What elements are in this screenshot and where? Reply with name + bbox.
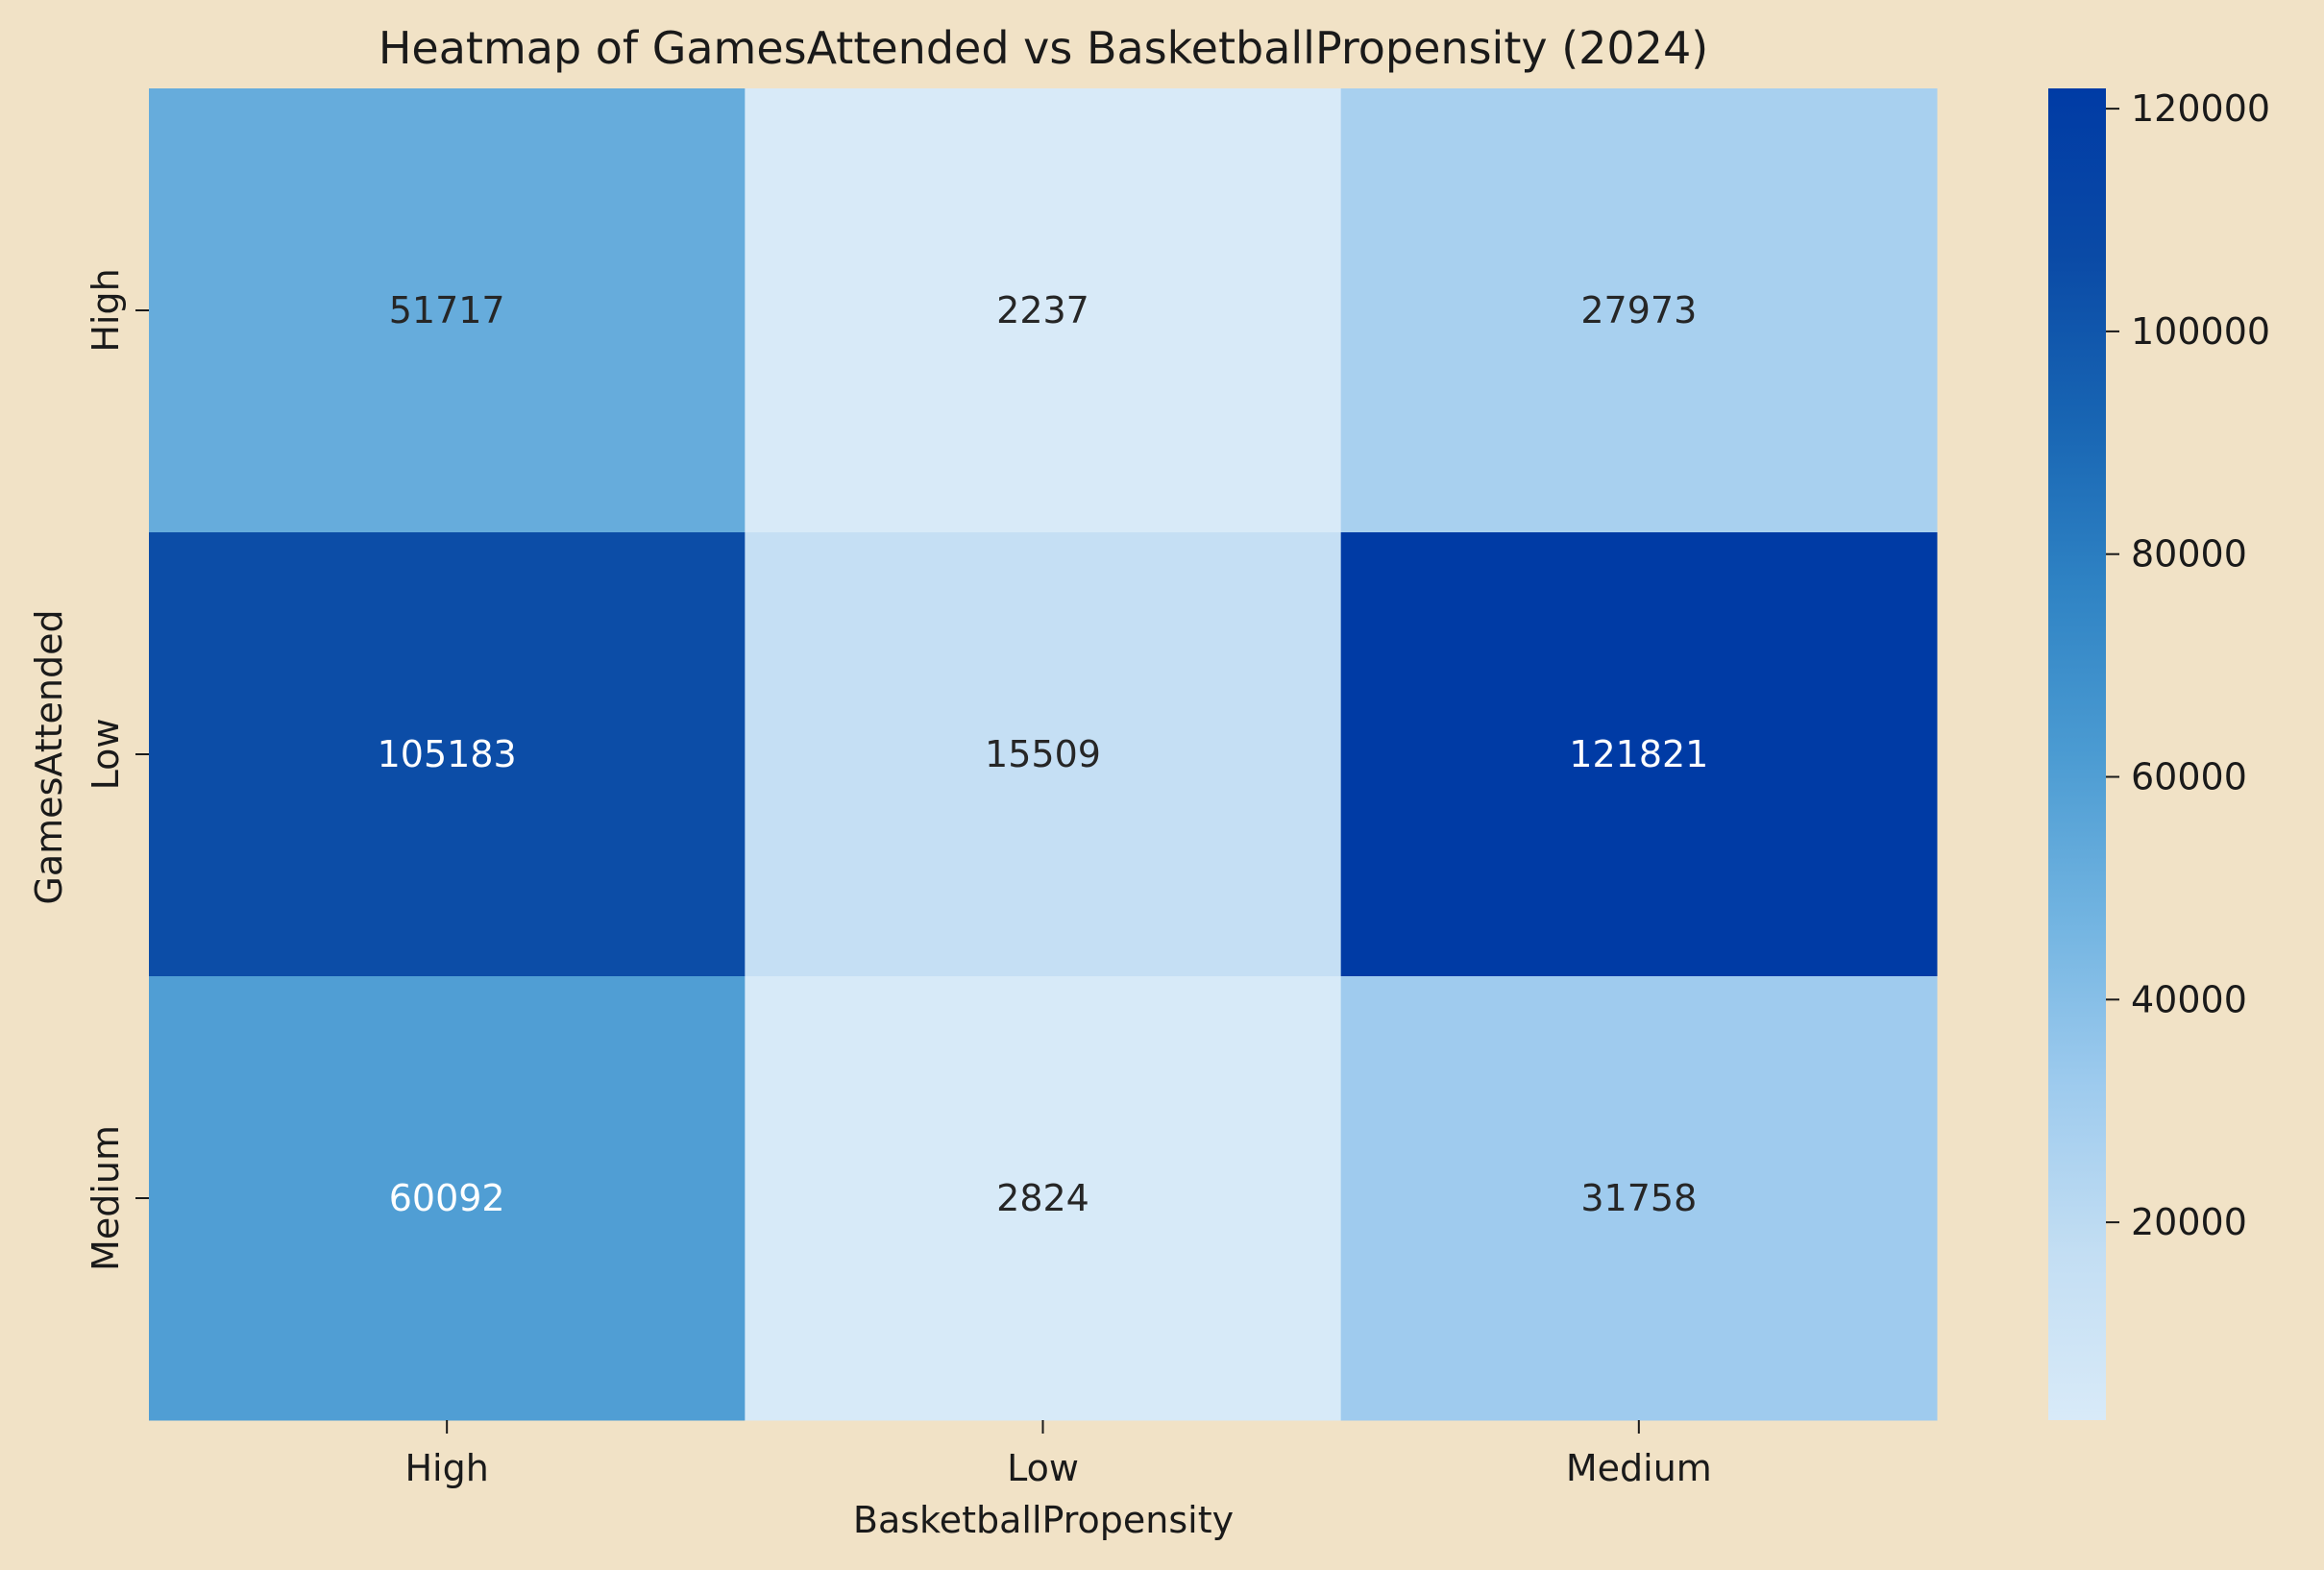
chart-title: Heatmap of GamesAttended vs BasketballPr… [379,22,1708,74]
cell-value-label: 121821 [1569,733,1708,775]
heatmap-cells: 51717 2237 27973 105183 15509 121821 60092 2824… [149,88,1938,1421]
cell-value-label: 31758 [1580,1177,1697,1219]
cell-value-label: 27973 [1580,289,1697,331]
heatmap-cell [745,976,1342,1421]
colorbar-tick-label: 20000 [2131,1201,2247,1243]
heatmap-cell [1340,88,1938,533]
y-axis-ticks: High Low Medium [85,268,149,1271]
x-tick-label: Low [1007,1447,1079,1489]
y-tick-label: High [85,268,127,352]
y-axis-label: GamesAttended [28,609,70,904]
heatmap-cell [745,532,1342,977]
heatmap-cell [149,532,746,977]
colorbar-tick-label: 80000 [2131,533,2247,576]
heatmap-cell [1340,532,1938,977]
x-tick-label: Medium [1566,1447,1712,1489]
cell-value-label: 51717 [389,289,505,331]
heatmap-cell [1340,976,1938,1421]
heatmap-cell [149,88,746,533]
colorbar [2048,88,2106,1420]
cell-value-label: 60092 [389,1177,505,1219]
x-axis-label: BasketballPropensity [853,1499,1234,1541]
x-tick-label: High [404,1447,488,1489]
colorbar-tick-label: 40000 [2131,978,2247,1020]
y-tick-label: Medium [85,1125,127,1271]
heatmap-cell [745,88,1342,533]
colorbar-ticks: 20000 40000 60000 80000 100000 120000 [2106,87,2270,1243]
colorbar-tick-label: 120000 [2131,87,2270,130]
cell-value-label: 2824 [996,1177,1089,1219]
y-tick-label: Low [85,719,127,791]
x-axis-ticks: High Low Medium [404,1420,1712,1489]
cell-value-label: 105183 [378,733,517,775]
colorbar-tick-label: 100000 [2131,310,2270,353]
cell-value-label: 2237 [996,289,1089,331]
cell-value-label: 15509 [985,733,1101,775]
heatmap-cell [149,976,746,1421]
colorbar-tick-label: 60000 [2131,756,2247,798]
